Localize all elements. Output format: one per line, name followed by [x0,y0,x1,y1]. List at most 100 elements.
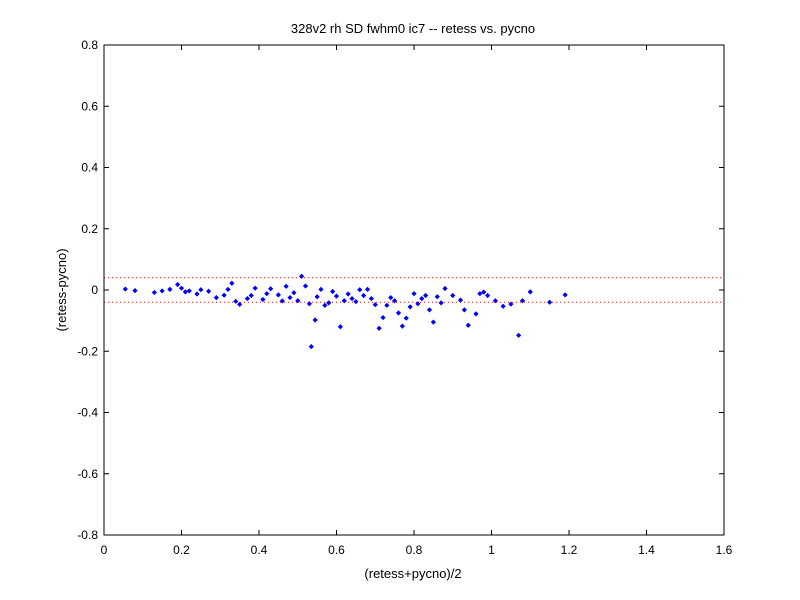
data-point [198,287,204,293]
data-point [151,289,157,296]
data-point [175,281,181,288]
x-tick-label: 1.4 [638,543,655,557]
data-point [333,293,340,299]
data-point [395,310,402,316]
data-point [341,298,347,304]
data-point [302,283,309,289]
data-point [407,304,413,310]
data-point [252,285,258,291]
data-point [322,302,328,308]
data-point [194,291,200,297]
data-point [419,295,425,302]
data-point [312,317,318,323]
y-tick-label: -0.6 [77,467,98,481]
data-point [353,299,359,305]
y-axis-label: (retess-pycno) [54,248,69,331]
data-point [465,322,471,328]
data-point [326,300,332,306]
data-point [392,298,398,304]
plot-frame [103,44,725,536]
data-point [279,298,285,304]
data-point [314,294,320,300]
data-point [527,289,533,295]
data-points [104,273,724,350]
data-point [122,286,128,292]
data-point [388,295,394,301]
data-point [287,295,293,301]
data-point [357,287,363,293]
data-point [519,298,526,304]
x-tick-label: 0.2 [173,543,190,557]
data-point [372,302,378,308]
data-point [430,319,436,325]
y-tick-label: 0.8 [81,38,98,52]
data-point [477,291,483,297]
x-tick-label: 0 [101,543,108,557]
data-point [426,307,433,313]
data-point [132,288,138,294]
data-point [547,299,553,305]
data-point [481,289,487,295]
data-point [485,292,491,299]
data-point [291,290,297,296]
data-point [167,286,173,292]
data-point [434,294,440,300]
data-point [423,292,429,299]
x-tick-label: 1.2 [561,543,578,557]
x-tick-label: 1 [488,543,495,557]
data-point [415,301,421,307]
data-point [508,301,514,307]
data-point [337,324,343,330]
data-point [248,292,254,299]
data-point [384,302,390,308]
data-point [500,303,506,309]
data-point [376,325,382,331]
data-point [562,292,568,298]
data-point [244,295,250,302]
data-point [221,292,227,298]
data-point [233,298,239,304]
data-point [361,292,367,299]
data-point [438,300,444,306]
data-point [450,292,456,299]
data-point [268,286,274,292]
data-point [178,285,185,291]
y-tick-label: -0.2 [77,344,98,358]
data-point [318,286,324,292]
data-point [473,311,479,317]
data-point [457,297,464,303]
chart-title: 328v2 rh SD fwhm0 ic7 -- retess vs. pycn… [291,21,535,36]
data-point [264,291,270,297]
data-point [308,344,314,350]
data-point [411,291,417,297]
x-tick-label: 0.8 [406,543,423,557]
x-tick-label: 0.4 [251,543,268,557]
data-point [260,296,266,303]
data-point [275,292,281,298]
data-point [229,280,235,286]
data-point [213,295,219,301]
data-point [492,298,498,304]
data-point [368,295,374,302]
data-point [442,285,448,292]
data-point [283,283,289,289]
data-point [159,288,165,294]
data-point [206,288,212,294]
data-point [306,301,312,307]
x-tick-label: 0.6 [328,543,345,557]
data-point [182,289,188,295]
data-point [330,288,336,295]
data-point [225,286,231,292]
y-axis: -0.8 -0.6 -0.4 -0.2 0 0.2 0.4 0.6 0.8 [77,38,724,542]
y-tick-label: -0.4 [77,406,98,420]
data-point [299,273,305,279]
y-tick-label: 0.4 [81,161,98,175]
data-point [295,298,301,304]
data-point [516,332,522,338]
data-point [380,314,386,321]
x-axis: 0 0.2 0.4 0.6 0.8 1 1.2 1.4 1.6 [101,45,733,557]
y-tick-label: 0.6 [81,99,98,113]
data-point [399,323,405,329]
data-point [364,286,371,292]
